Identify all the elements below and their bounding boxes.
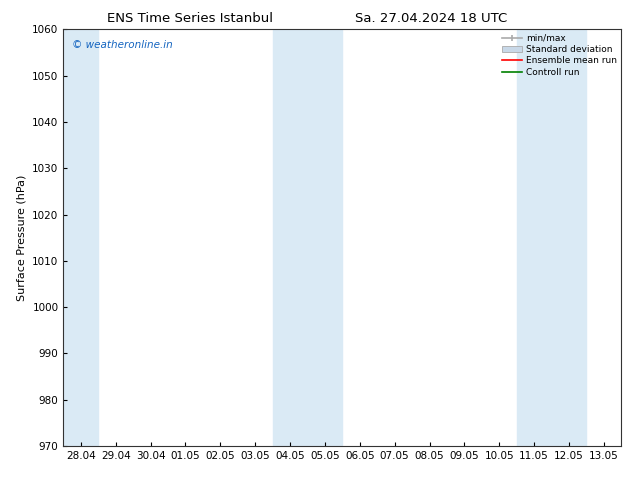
Text: ENS Time Series Istanbul: ENS Time Series Istanbul	[107, 12, 273, 25]
Y-axis label: Surface Pressure (hPa): Surface Pressure (hPa)	[16, 174, 27, 301]
Text: © weatheronline.in: © weatheronline.in	[72, 40, 172, 50]
Legend: min/max, Standard deviation, Ensemble mean run, Controll run: min/max, Standard deviation, Ensemble me…	[500, 32, 619, 78]
Bar	[517, 29, 586, 446]
Bar	[273, 29, 342, 446]
Text: Sa. 27.04.2024 18 UTC: Sa. 27.04.2024 18 UTC	[355, 12, 507, 25]
Bar	[63, 29, 98, 446]
